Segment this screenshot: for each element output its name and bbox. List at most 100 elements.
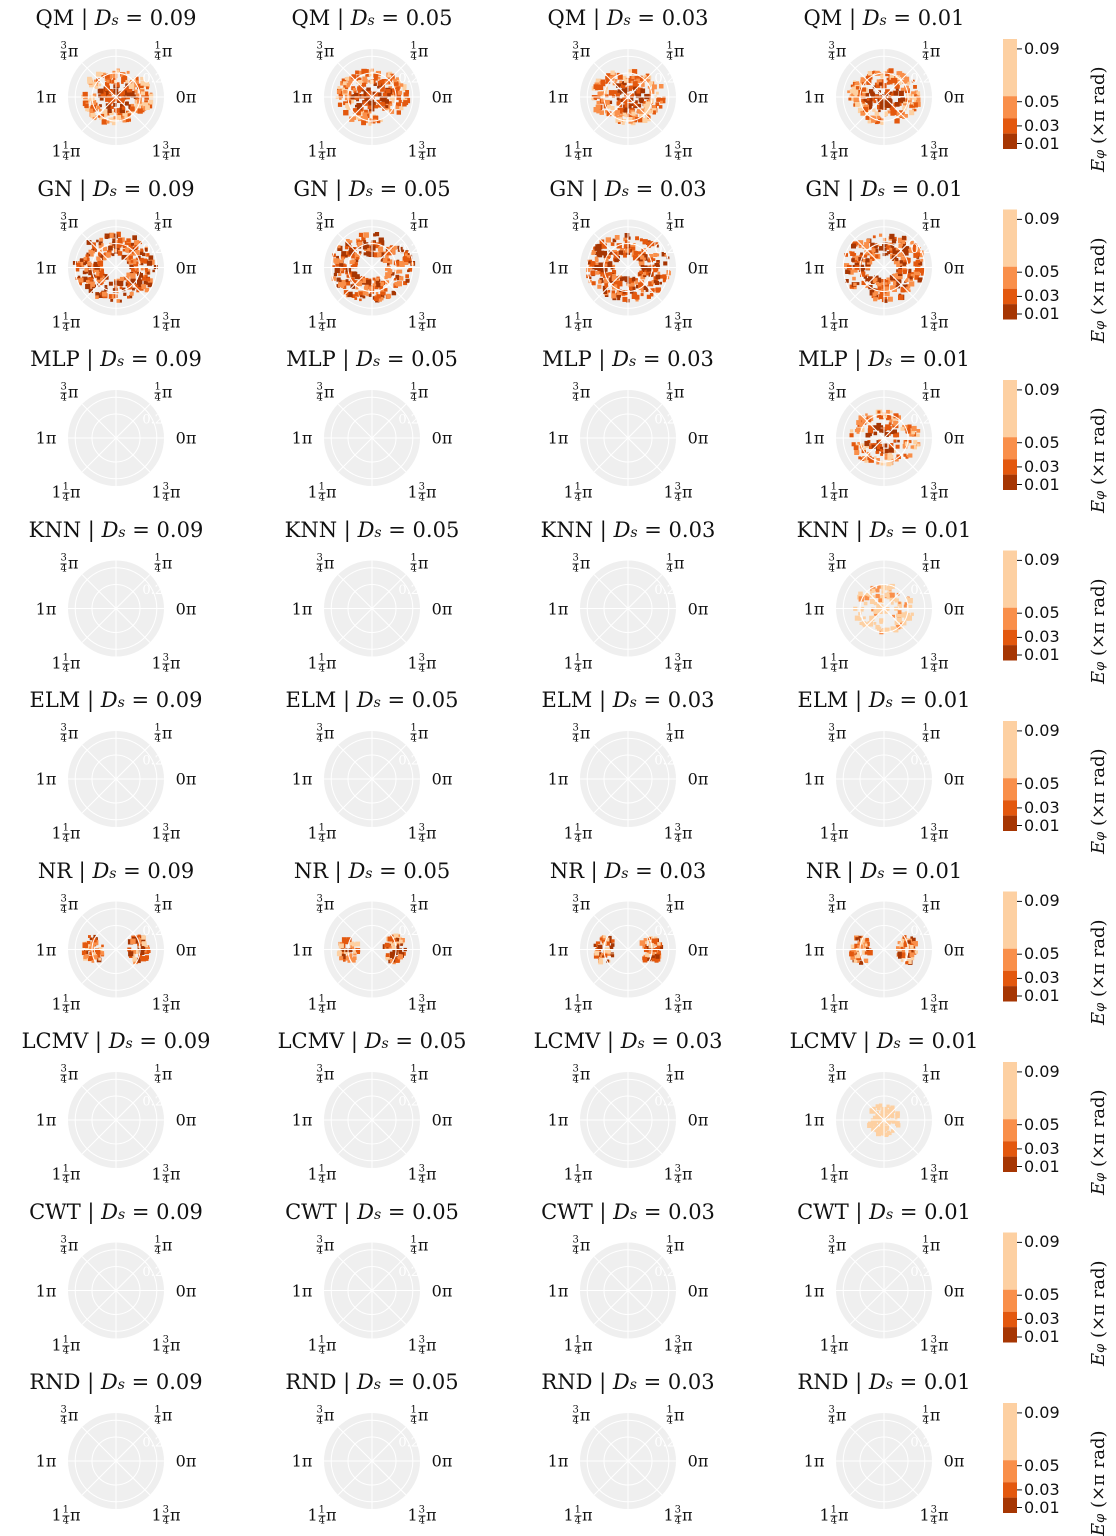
- error-patch: [121, 97, 125, 102]
- error-patch: [858, 245, 862, 249]
- error-patch: [601, 243, 607, 249]
- error-patch: [99, 281, 103, 286]
- error-patch: [873, 297, 878, 302]
- error-patch: [897, 613, 902, 618]
- colorbar-label: Eφ (×π rad): [1088, 1259, 1109, 1366]
- error-patch: [913, 261, 919, 267]
- error-patch: [118, 299, 122, 303]
- angle-label-1-pi: 1π: [35, 1281, 57, 1300]
- error-patch: [125, 118, 129, 123]
- error-patch: [887, 251, 891, 255]
- error-patch: [873, 601, 878, 606]
- error-patch: [385, 255, 389, 259]
- error-patch: [908, 289, 911, 292]
- error-patch: [623, 243, 628, 247]
- error-patch: [889, 74, 895, 80]
- error-patch: [904, 76, 910, 82]
- error-patch: [862, 622, 868, 628]
- error-patch: [90, 253, 94, 257]
- colorbar-tick-label: 0.03: [1024, 286, 1060, 306]
- error-patch: [86, 257, 90, 262]
- error-patch: [107, 108, 112, 113]
- error-patch: [133, 89, 138, 94]
- angle-label-0-pi: 0π: [431, 1110, 453, 1130]
- colorbar-label: Eφ (×π rad): [1088, 918, 1109, 1025]
- colorbar-tick-label: 0.09: [1024, 720, 1060, 740]
- error-patch: [370, 91, 376, 97]
- angle-label-0-pi: 0π: [943, 1110, 965, 1130]
- error-patch: [148, 99, 154, 105]
- error-patch: [611, 283, 615, 287]
- error-patch: [405, 253, 411, 259]
- error-patch: [861, 102, 866, 108]
- error-patch: [348, 250, 354, 255]
- error-patch: [896, 617, 902, 623]
- error-patch: [867, 239, 871, 243]
- error-patch: [152, 269, 155, 273]
- colorbar-tick-label: 0.01: [1024, 986, 1060, 1005]
- error-patch: [876, 244, 880, 247]
- error-patch: [98, 253, 103, 258]
- angle-label-0-pi: 0π: [175, 599, 197, 618]
- colorbar-segment: [1003, 645, 1017, 661]
- error-patch: [341, 87, 345, 92]
- error-patch: [900, 953, 906, 959]
- colorbar-tick-label: 0.09: [1024, 379, 1060, 399]
- error-patch: [867, 98, 873, 104]
- error-patch: [82, 91, 88, 98]
- error-patch: [95, 295, 99, 299]
- error-patch: [850, 251, 855, 256]
- error-patch: [906, 257, 911, 262]
- colorbar-tick-label: 0.05: [1024, 262, 1060, 282]
- error-patch: [895, 1121, 900, 1126]
- error-patch: [81, 264, 85, 267]
- error-patch: [894, 118, 900, 124]
- colorbar-segment: [1003, 986, 1017, 1002]
- error-patch: [662, 96, 666, 100]
- error-patch: [899, 942, 905, 948]
- error-patch: [353, 90, 357, 94]
- angle-label-0-pi: 0π: [431, 1281, 453, 1300]
- error-patch: [622, 296, 628, 302]
- polar-panel: 0.2: [836, 390, 932, 486]
- error-patch: [642, 239, 648, 245]
- error-patch: [337, 950, 342, 955]
- error-patch: [910, 956, 915, 961]
- error-patch: [357, 70, 362, 75]
- error-patch: [886, 77, 890, 81]
- panel-title: LCMV | Ds = 0.09: [21, 1029, 211, 1053]
- error-patch: [864, 951, 868, 955]
- error-patch: [99, 243, 104, 247]
- error-patch: [88, 935, 91, 938]
- error-patch: [880, 425, 884, 428]
- error-patch: [878, 109, 881, 113]
- error-patch: [907, 940, 911, 944]
- error-patch: [600, 271, 606, 277]
- error-patch: [373, 252, 378, 258]
- error-patch: [599, 110, 604, 115]
- error-patch: [129, 106, 135, 112]
- error-patch: [629, 93, 634, 98]
- error-patch: [915, 101, 921, 107]
- angle-label-0-pi: 0π: [943, 87, 965, 107]
- error-patch: [863, 254, 868, 258]
- error-patch: [608, 100, 613, 104]
- error-patch: [887, 296, 893, 302]
- error-patch: [643, 272, 647, 276]
- error-patch: [858, 612, 862, 616]
- error-patch: [600, 267, 606, 273]
- error-patch: [910, 103, 914, 106]
- error-patch: [645, 289, 649, 292]
- error-patch: [607, 262, 613, 268]
- error-patch: [95, 292, 100, 297]
- error-patch: [636, 257, 641, 261]
- error-patch: [615, 110, 620, 115]
